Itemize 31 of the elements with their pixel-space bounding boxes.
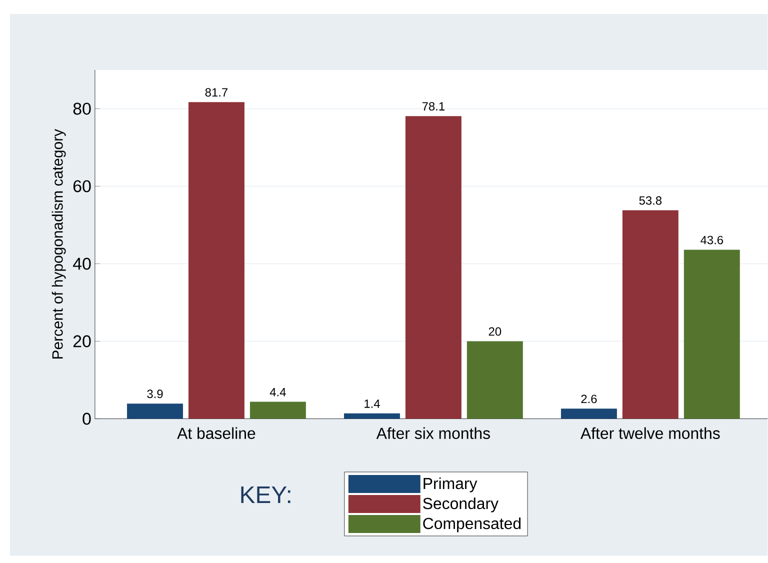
legend-label: Secondary <box>423 498 498 512</box>
bar <box>684 250 740 419</box>
data-label: 1.4 <box>364 400 380 408</box>
bar <box>127 404 183 419</box>
x-tick-label: At baseline <box>177 427 256 440</box>
data-label: 53.8 <box>639 196 662 205</box>
data-label: 3.9 <box>147 390 163 398</box>
legend-title: KEY: <box>241 486 290 504</box>
bar <box>622 210 678 419</box>
y-tick-label: 40 <box>73 258 91 270</box>
data-label: 43.6 <box>700 236 723 244</box>
x-tick-label: After twelve months <box>580 427 720 440</box>
data-label: 20 <box>488 327 502 336</box>
bar <box>560 408 617 419</box>
bar <box>405 116 462 419</box>
bar <box>250 402 306 419</box>
x-tick-label: After six months <box>376 427 490 440</box>
data-label: 4.4 <box>270 388 286 396</box>
bar <box>344 413 400 419</box>
bar <box>188 102 244 419</box>
data-label: 2.6 <box>581 394 597 404</box>
legend-label: Compensated <box>423 518 521 532</box>
data-label: 81.7 <box>205 88 228 97</box>
y-tick-label: 80 <box>73 102 91 115</box>
legend-label: Primary <box>424 478 478 492</box>
bar <box>466 341 523 419</box>
y-tick-label: 20 <box>73 335 91 348</box>
y-tick-label: 60 <box>73 180 91 192</box>
y-tick-label: 0 <box>82 412 91 425</box>
y-axis-title: Percent of hypogonadism category <box>52 129 66 359</box>
data-label: 78.1 <box>422 102 444 111</box>
